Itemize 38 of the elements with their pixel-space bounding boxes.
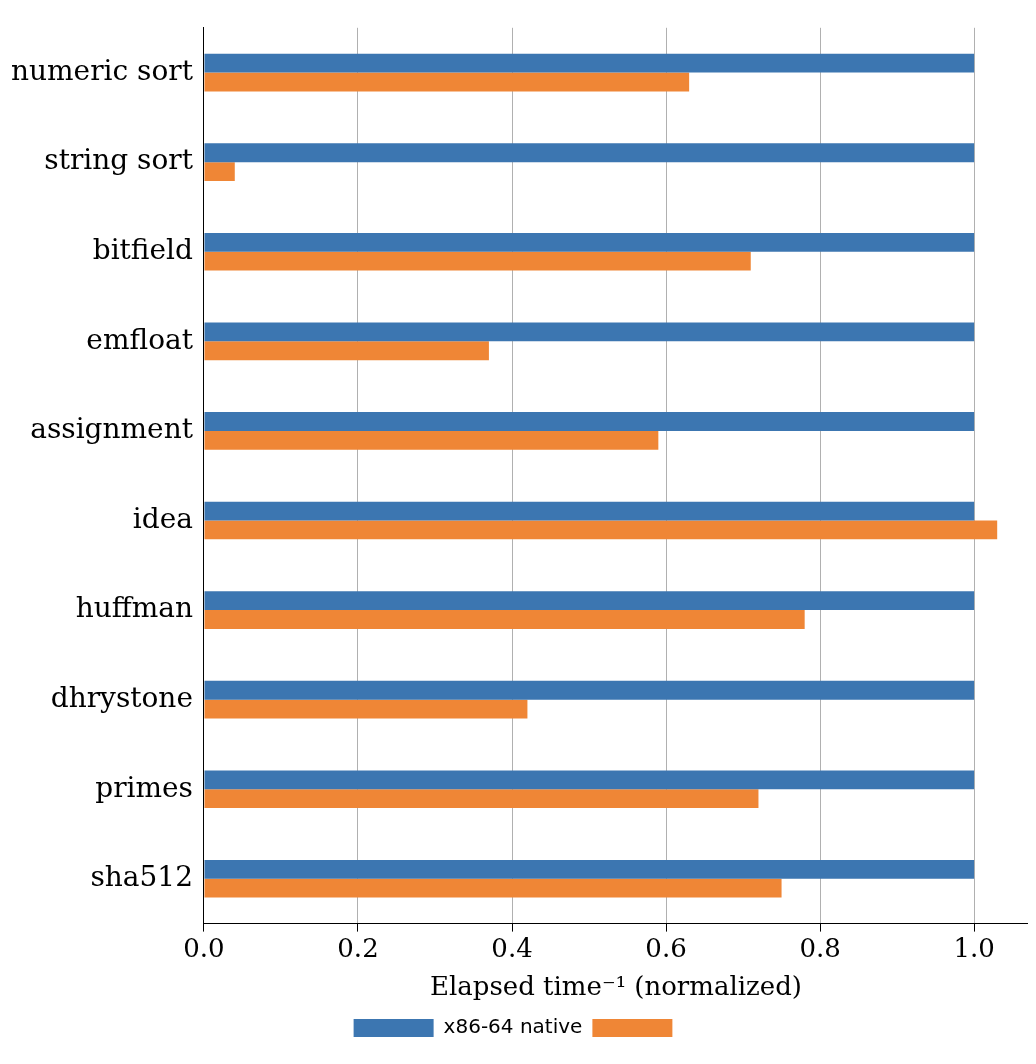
bar (204, 143, 975, 163)
y-tick-label: sha512 (90, 860, 193, 894)
bar (204, 610, 805, 629)
y-tick-label: emfloat (86, 322, 194, 356)
bar (204, 520, 998, 540)
x-tick-label: 0.8 (799, 932, 841, 963)
bar (204, 501, 975, 521)
x-axis-title: Elapsed time⁻¹ (normalized) (430, 971, 802, 1002)
bar (204, 680, 975, 700)
x-tick-label: 1.0 (953, 932, 995, 963)
y-tick-label: idea (132, 501, 193, 535)
bar (204, 322, 975, 342)
bar (204, 770, 975, 790)
bar (204, 341, 489, 361)
bar (204, 251, 751, 271)
legend-label: x86-64 native (443, 1014, 583, 1039)
x-tick-label: 0.0 (183, 932, 225, 963)
y-tick-label: dhrystone (50, 680, 193, 714)
bar (204, 430, 659, 450)
y-tick-label: string sort (44, 143, 194, 177)
bar (204, 412, 975, 431)
bar (204, 789, 759, 809)
bar (204, 232, 975, 252)
y-tick-label: bitfield (92, 233, 194, 267)
bar (204, 699, 528, 719)
y-tick-label: huffman (75, 591, 193, 625)
bar (204, 860, 975, 879)
x-tick-label: 0.2 (337, 932, 379, 963)
y-tick-label: numeric sort (10, 53, 194, 87)
y-tick-label: primes (95, 770, 193, 804)
bar (204, 53, 975, 73)
x-tick-label: 0.6 (645, 932, 687, 963)
bar (204, 162, 235, 181)
bar (204, 72, 690, 92)
bar (204, 591, 975, 611)
y-tick-label: assignment (30, 412, 194, 446)
x-tick-label: 0.4 (491, 932, 533, 963)
bar (204, 878, 782, 898)
